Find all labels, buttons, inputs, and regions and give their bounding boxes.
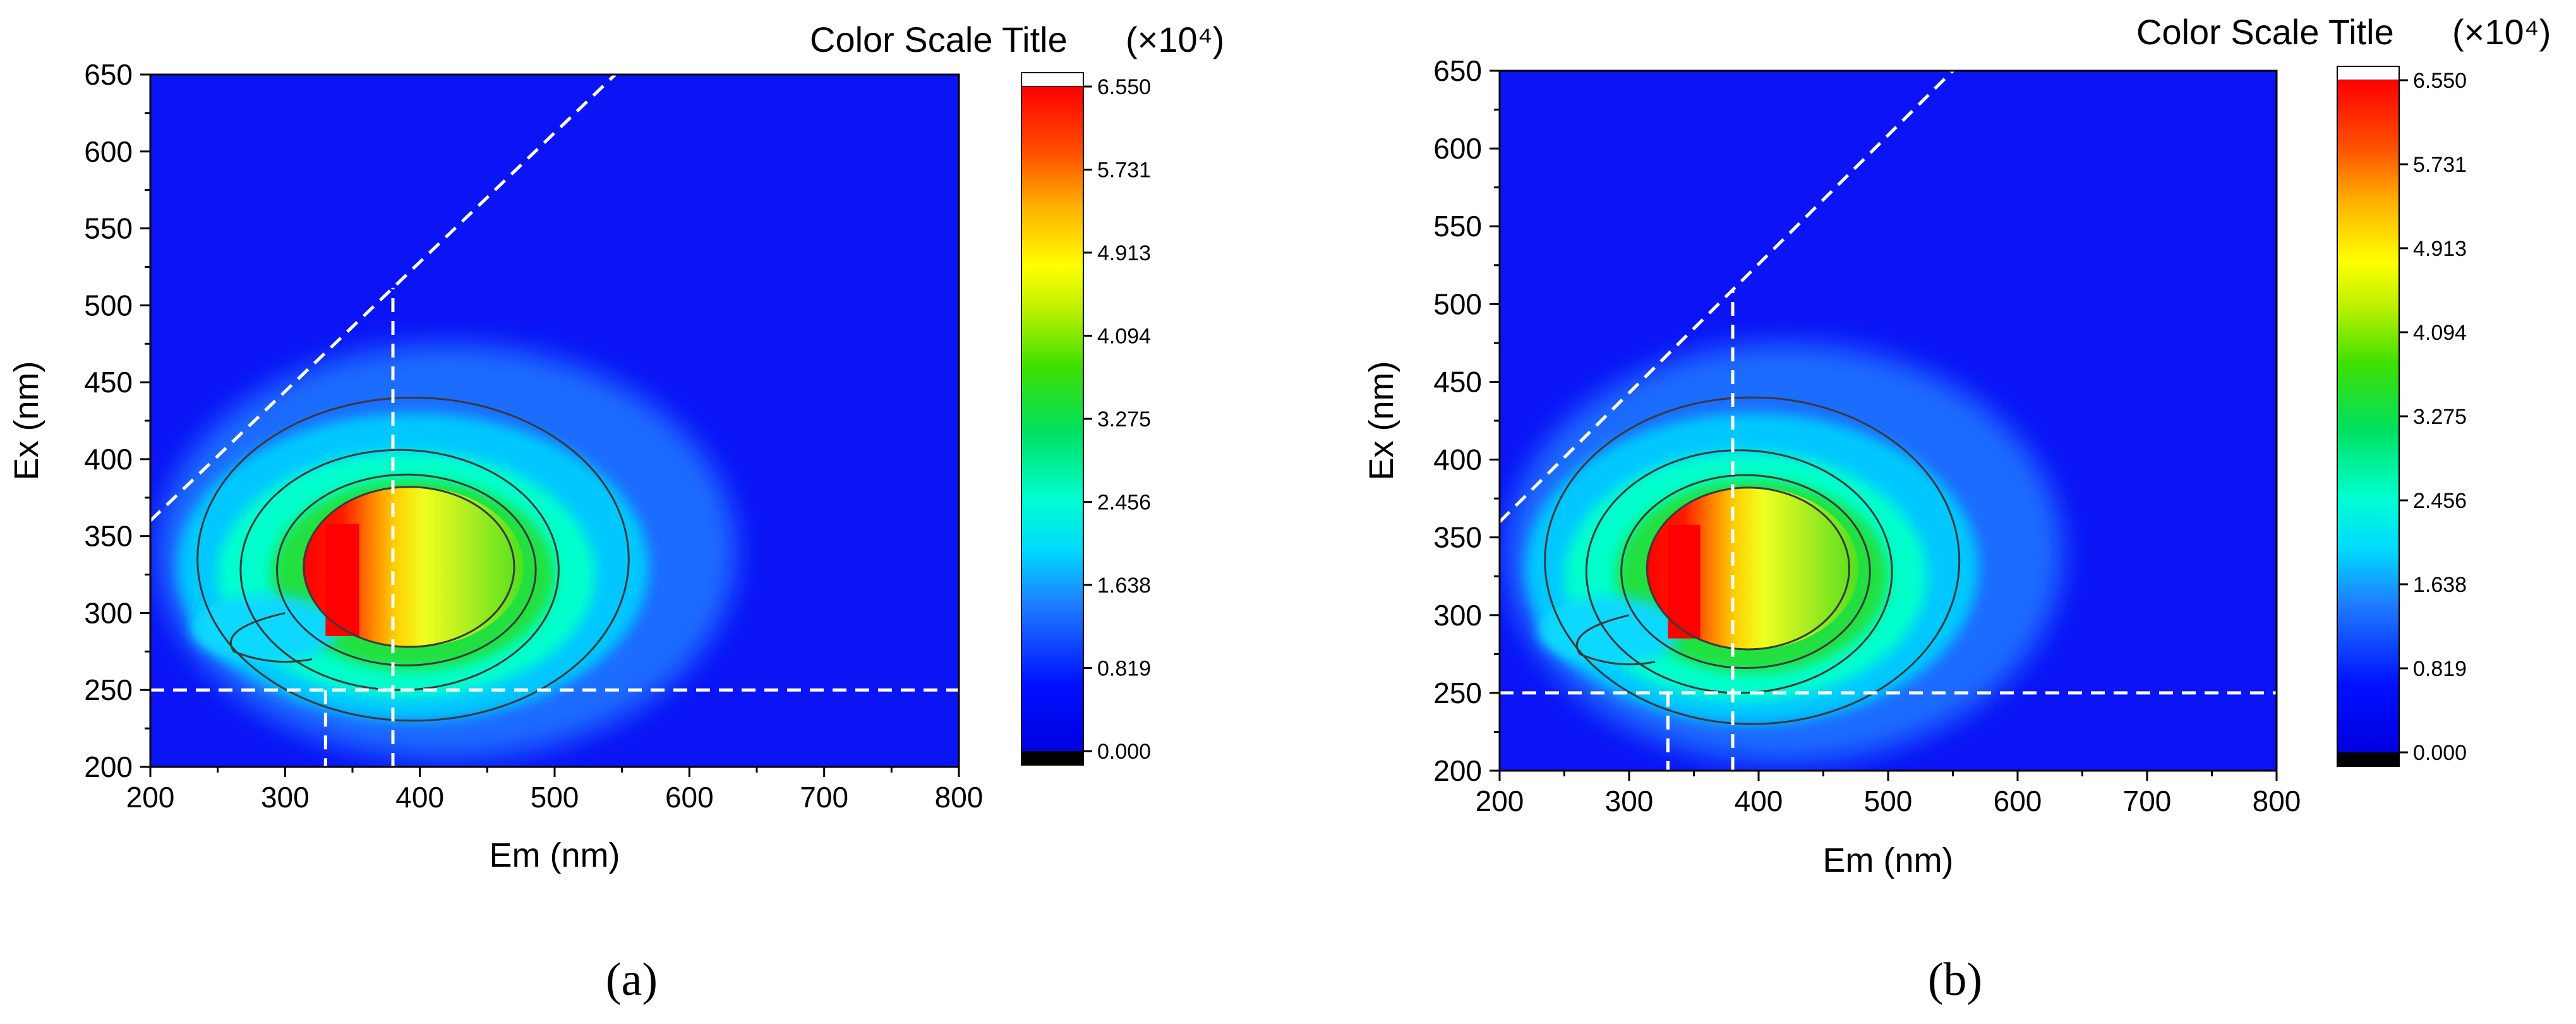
contour-line-3 — [239, 449, 560, 691]
y-tick-label: 200 — [84, 750, 133, 783]
contour-line-2 — [1620, 474, 1871, 669]
intensity-tail — [191, 594, 339, 663]
x-tick-label: 800 — [935, 781, 984, 814]
colorbar-over-cap — [1021, 72, 1084, 87]
y-tick-label: 500 — [84, 289, 133, 322]
fluorescence-field — [150, 75, 959, 767]
colorbar-tick-label: 3.275 — [1097, 407, 1151, 431]
y-tick-label: 350 — [1433, 521, 1482, 554]
y-tick-label: 250 — [1433, 677, 1482, 709]
colorbar-tick-label: 2.456 — [1097, 491, 1151, 515]
colorbar-gradient — [2337, 80, 2399, 752]
y-axis-title: Ex (nm) — [1363, 361, 1400, 481]
colorbar-tick-label: 4.094 — [1097, 324, 1151, 348]
x-tick-label: 400 — [395, 781, 444, 814]
colorbar-tick-label: 1.638 — [1097, 574, 1151, 598]
contour-tail — [1575, 614, 1656, 666]
colorbar-tick-label: 6.550 — [1097, 75, 1151, 99]
contour-line-4 — [196, 396, 630, 722]
colorbar-title: Color Scale Title — [810, 20, 1068, 59]
colorbar-under-cap — [2337, 752, 2399, 766]
intensity-peak — [1668, 524, 1700, 639]
colorbar-tick-label: 2.456 — [2413, 489, 2467, 513]
y-tick-label: 400 — [1433, 443, 1482, 476]
x-tick-label: 600 — [665, 781, 714, 814]
x-tick-label: 400 — [1735, 785, 1783, 817]
panel-label: (a) — [606, 954, 658, 1006]
panel-label: (b) — [1928, 954, 1982, 1006]
y-tick-label: 600 — [1433, 132, 1482, 165]
colorbar-tick-label: 0.819 — [1097, 656, 1151, 680]
x-tick-label: 600 — [1994, 785, 2042, 817]
colorbar-multiplier: (×10⁴) — [1126, 20, 1224, 59]
colorbar-tick-label: 3.275 — [2413, 405, 2467, 429]
y-tick-label: 500 — [1433, 287, 1482, 320]
contour-line-2 — [276, 473, 537, 666]
y-tick-label: 200 — [1433, 754, 1482, 787]
colorbar-title: Color Scale Title — [2136, 12, 2394, 52]
colorbar-tick-label: 6.550 — [2413, 69, 2467, 93]
y-tick-label: 650 — [84, 58, 133, 91]
colorbar-tick-label: 5.731 — [1097, 159, 1151, 183]
colorbar-tick-label: 5.731 — [2413, 153, 2467, 177]
colorbar-gradient — [1021, 87, 1083, 751]
colorbar-tick-label: 4.913 — [1097, 241, 1151, 265]
y-tick-label: 450 — [84, 366, 133, 399]
y-tick-label: 250 — [84, 673, 133, 706]
x-tick-label: 500 — [1864, 785, 1913, 817]
fluorescence-field — [1500, 71, 2277, 771]
x-tick-label: 700 — [2123, 785, 2172, 817]
x-tick-label: 500 — [531, 781, 579, 814]
colorbar-tick-label: 4.094 — [2413, 321, 2467, 345]
contour-line-1 — [1646, 486, 1851, 651]
x-tick-label: 200 — [126, 781, 175, 814]
x-tick-label: 300 — [261, 781, 310, 814]
y-tick-label: 300 — [84, 596, 133, 629]
rayleigh-guide-line — [150, 75, 617, 522]
rayleigh-guide-line — [1500, 71, 1954, 523]
colorbar-over-cap — [2337, 66, 2400, 81]
y-tick-label: 550 — [84, 212, 133, 245]
y-tick-label: 550 — [1433, 210, 1482, 243]
contour-tail — [229, 611, 313, 663]
x-tick-label: 700 — [800, 781, 848, 814]
colorbar-tick-label: 0.000 — [2413, 741, 2467, 765]
x-axis-title: Em (nm) — [490, 836, 620, 874]
colorbar-under-cap — [1021, 751, 1083, 765]
x-axis-title: Em (nm) — [1823, 841, 1954, 879]
intensity-tail — [1538, 596, 1681, 665]
panel-a: 200 300 400 500 600 700 800 200 250 300 350 400 450 5… — [8, 20, 1224, 1006]
x-tick-label: 200 — [1476, 785, 1524, 817]
intensity-peak — [325, 524, 359, 636]
colorbar-multiplier: (×10⁴) — [2452, 12, 2551, 52]
y-axis-title: Ex (nm) — [8, 361, 45, 481]
y-tick-label: 350 — [84, 520, 133, 553]
colorbar-tick-label: 0.819 — [2413, 657, 2467, 681]
x-tick-label: 300 — [1605, 785, 1654, 817]
colorbar-tick-label: 4.913 — [2413, 237, 2467, 261]
y-tick-label: 300 — [1433, 599, 1482, 632]
y-tick-label: 650 — [1433, 54, 1482, 87]
contour-line-4 — [1544, 396, 1961, 725]
y-tick-label: 450 — [1433, 365, 1482, 398]
colorbar-tick-label: 0.000 — [1097, 740, 1151, 764]
y-tick-label: 400 — [84, 443, 133, 476]
contour-line-1 — [303, 486, 515, 648]
colorbar-tick-label: 1.638 — [2413, 573, 2467, 597]
x-tick-label: 800 — [2253, 785, 2301, 817]
panel-b: 200 300 400 500 600 700 800 200 250 300 350 400 450 5… — [1363, 12, 2551, 1006]
y-tick-label: 600 — [84, 135, 133, 168]
